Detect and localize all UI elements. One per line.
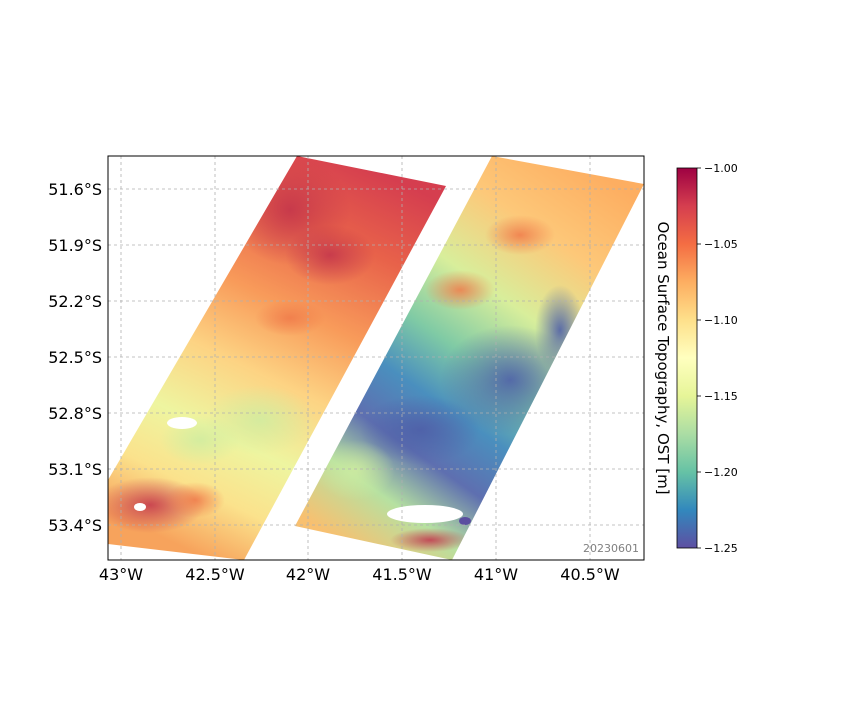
map-axes: 20230601 — [107, 155, 645, 561]
lon-tick-label: 42.5°W — [185, 565, 245, 584]
lat-tick-label: 52.2°S — [48, 292, 102, 311]
map-frame — [107, 155, 645, 561]
lat-tick-label: 53.4°S — [48, 516, 102, 535]
lat-tick-label: 52.5°S — [48, 348, 102, 367]
lon-tick-label: 40.5°W — [560, 565, 620, 584]
colorbar-scale — [676, 167, 698, 549]
lat-tick-label: 52.8°S — [48, 404, 102, 423]
colorbar-tick-label: −1.15 — [704, 390, 738, 403]
lon-tick-label: 43°W — [99, 565, 143, 584]
lat-tick-label: 53.1°S — [48, 460, 102, 479]
colorbar-ticks — [697, 167, 701, 549]
colorbar-tick-label: −1.05 — [704, 238, 738, 251]
lat-tick-label: 51.6°S — [48, 180, 102, 199]
colorbar-tick-label: −1.20 — [704, 466, 738, 479]
colorbar-tick-label: −1.10 — [704, 314, 738, 327]
colorbar: −1.00 −1.05 −1.10 −1.15 −1.20 −1.25 Ocea… — [654, 162, 738, 555]
lon-tick-label: 41°W — [474, 565, 518, 584]
lon-axis: 43°W 42.5°W 42°W 41.5°W 41°W 40.5°W — [99, 565, 620, 584]
lat-axis: 51.6°S 51.9°S 52.2°S 52.5°S 52.8°S 53.1°… — [48, 180, 102, 535]
lat-tick-label: 51.9°S — [48, 236, 102, 255]
date-label: 20230601 — [583, 542, 639, 555]
colorbar-title: Ocean Surface Topography, OST [m] — [654, 221, 672, 494]
lon-tick-label: 41.5°W — [372, 565, 432, 584]
gridlines — [108, 156, 644, 560]
swath-left — [108, 156, 446, 560]
colorbar-tick-label: −1.00 — [704, 162, 738, 175]
lon-tick-label: 42°W — [286, 565, 330, 584]
colorbar-tick-label: −1.25 — [704, 542, 738, 555]
